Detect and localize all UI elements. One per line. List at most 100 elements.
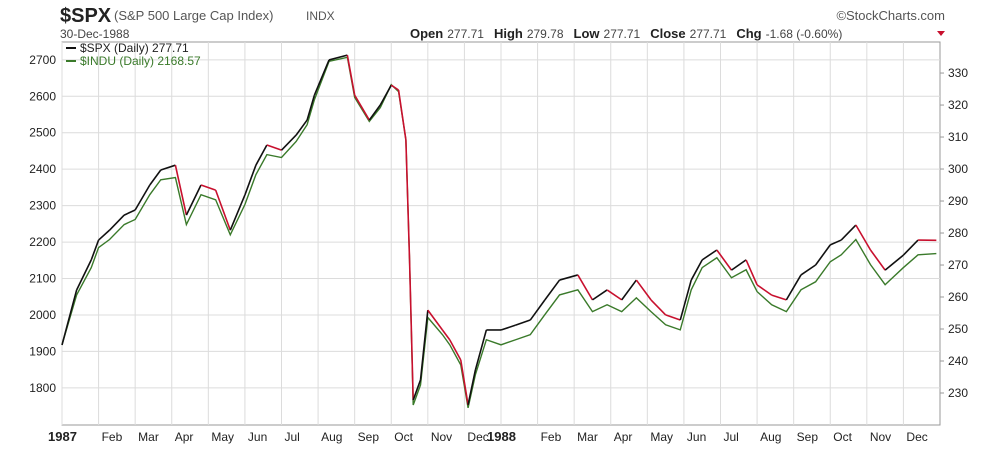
price-segment (413, 380, 420, 400)
quote-label: Open (410, 26, 443, 41)
y2-tick-label: 230 (948, 386, 968, 400)
x-tick-label: Nov (431, 430, 452, 444)
y-tick-label: 2400 (29, 162, 56, 176)
symbol: $SPX (60, 5, 112, 27)
y-tick-label: 2700 (29, 53, 56, 67)
legend-label: $INDU (Daily) 2168.57 (80, 54, 201, 68)
quote-label: Chg (736, 26, 761, 41)
price-segment (355, 95, 370, 120)
quote-value: -1.68 (-0.60%) (766, 27, 843, 41)
price-segment (380, 85, 391, 105)
price-segment (421, 310, 428, 380)
quote-label: High (494, 26, 523, 41)
x-tick-label: Jun (687, 430, 706, 444)
y-tick-label: 2000 (29, 308, 56, 322)
price-segment (636, 280, 651, 300)
down-arrow (937, 31, 945, 36)
price-segment (99, 230, 110, 240)
quote-label: Low (574, 26, 601, 41)
x-tick-label: Feb (102, 430, 123, 444)
y-tick-label: 2100 (29, 272, 56, 286)
price-segment (62, 290, 77, 345)
price-segment (651, 300, 666, 315)
x-tick-label: Sep (797, 430, 819, 444)
x-tick-label: May (211, 430, 234, 444)
index-name: (S&P 500 Large Cap Index) (114, 8, 273, 23)
brand: ©StockCharts.com (836, 8, 945, 23)
x-tick-label: Mar (138, 430, 159, 444)
quote-value: 277.71 (447, 27, 484, 41)
price-segment (501, 325, 516, 330)
quote-value: 279.78 (527, 27, 564, 41)
price-line (62, 57, 936, 408)
quote-value: 277.71 (604, 27, 641, 41)
quote-value: 277.71 (690, 27, 727, 41)
x-tick-label: Nov (870, 430, 891, 444)
price-segment (307, 95, 314, 120)
y-tick-label: 2300 (29, 199, 56, 213)
x-tick-label: 1987 (48, 429, 77, 444)
price-segment (256, 145, 267, 165)
y2-tick-label: 270 (948, 258, 968, 272)
x-tick-label: Apr (614, 430, 633, 444)
price-segment (772, 295, 787, 300)
x-tick-label: Jul (285, 430, 300, 444)
price-segment (885, 255, 903, 270)
price-segment (560, 275, 578, 280)
exchange: INDX (306, 9, 335, 23)
y-tick-label: 2500 (29, 126, 56, 140)
y2-tick-label: 240 (948, 354, 968, 368)
x-tick-label: 1988 (487, 429, 516, 444)
price-segment (124, 210, 135, 215)
y2-tick-label: 310 (948, 130, 968, 144)
price-segment (369, 105, 380, 120)
price-segment (77, 260, 92, 290)
price-segment (516, 320, 531, 325)
x-tick-label: Apr (175, 430, 194, 444)
x-tick-label: Mar (577, 430, 598, 444)
x-tick-label: Sep (358, 430, 380, 444)
x-tick-label: Aug (321, 430, 342, 444)
price-segment (314, 60, 329, 95)
y2-tick-label: 330 (948, 66, 968, 80)
date: 30-Dec-1988 (60, 27, 130, 41)
y-tick-label: 1800 (29, 381, 56, 395)
price-segment (410, 260, 414, 400)
y2-tick-label: 250 (948, 322, 968, 336)
price-segment (175, 165, 186, 215)
x-tick-label: Oct (394, 430, 413, 444)
price-segment (216, 190, 231, 230)
y-tick-label: 2600 (29, 89, 56, 103)
price-segment (391, 85, 398, 90)
y-tick-label: 2200 (29, 235, 56, 249)
price-segment (856, 225, 871, 250)
x-tick-label: Jul (724, 430, 739, 444)
price-segment (607, 290, 622, 300)
y-tick-label: 1900 (29, 344, 56, 358)
x-tick-label: Dec (906, 430, 927, 444)
y2-tick-label: 290 (948, 194, 968, 208)
x-tick-label: Aug (760, 430, 781, 444)
price-segment (816, 245, 831, 265)
x-tick-label: May (650, 430, 673, 444)
price-segment (666, 315, 681, 320)
price-segment (801, 265, 816, 275)
price-segment (442, 330, 449, 340)
price-segment (110, 215, 125, 230)
y2-tick-label: 260 (948, 290, 968, 304)
y2-tick-label: 280 (948, 226, 968, 240)
price-segment (475, 330, 486, 370)
price-segment (450, 340, 461, 360)
price-segment (230, 195, 245, 230)
x-tick-label: Dec (467, 430, 488, 444)
price-segment (592, 290, 607, 300)
y2-tick-label: 300 (948, 162, 968, 176)
price-segment (622, 280, 637, 300)
y2-tick-label: 320 (948, 98, 968, 112)
legend-label: $SPX (Daily) 277.71 (80, 41, 189, 55)
price-segment (731, 260, 746, 270)
x-tick-label: Oct (833, 430, 852, 444)
x-tick-label: Feb (541, 430, 562, 444)
